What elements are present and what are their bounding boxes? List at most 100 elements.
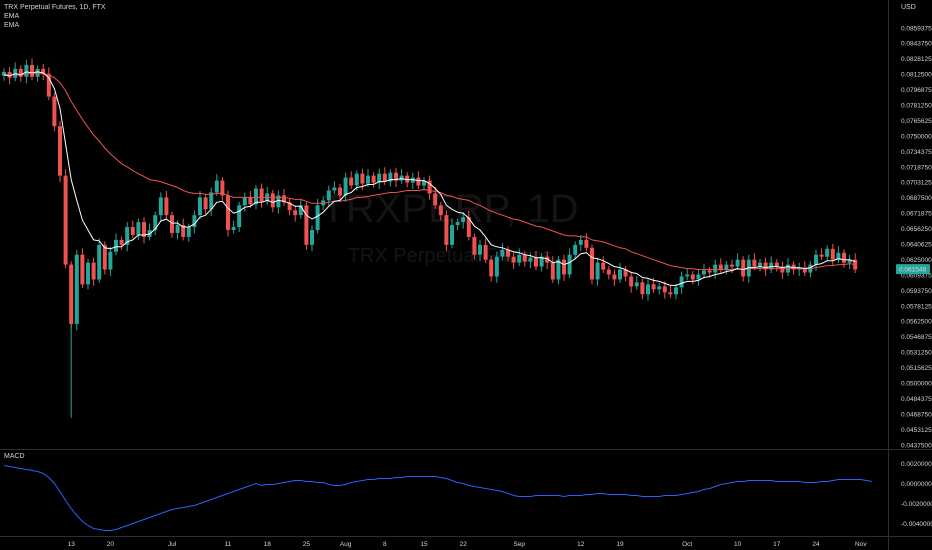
candle-body <box>522 254 527 262</box>
candle-body <box>349 177 354 186</box>
currency-label: USD <box>901 4 916 11</box>
candle-body <box>192 215 197 228</box>
candle-body <box>388 172 393 182</box>
candle-body <box>35 68 40 77</box>
candle-body <box>550 262 555 280</box>
candle-body <box>629 276 634 287</box>
price-axis[interactable]: 0.0859375 0.0843750 0.0828125 0.0812500 0.07… <box>896 25 932 449</box>
candle-body <box>539 256 544 267</box>
candle-body <box>422 180 426 186</box>
candle-body <box>394 172 398 181</box>
candle-body <box>623 269 628 277</box>
price-tick-label: 0.0625000 <box>901 257 932 264</box>
candle-body <box>259 188 264 202</box>
candle-body <box>528 257 533 262</box>
candle-body <box>237 205 242 228</box>
candle-body <box>752 259 757 267</box>
candle-body <box>114 239 118 252</box>
symbol-legend-title[interactable]: TRX Perpetual Futures, 1D, FTX <box>4 4 106 11</box>
candle-body <box>774 262 779 267</box>
time-tick-label: 19 <box>616 541 624 548</box>
price-tick-label: 0.0812500 <box>901 72 932 79</box>
price-tick-label: 0.0828125 <box>901 56 932 63</box>
price-tick-label: 0.0671875 <box>901 211 932 218</box>
price-tick-label: 0.0593750 <box>901 288 932 295</box>
price-tick-label: 0.0703125 <box>901 180 932 187</box>
candle-body <box>41 68 46 74</box>
candle-body <box>382 173 387 182</box>
candle-body <box>276 195 281 208</box>
price-pane[interactable] <box>2 58 858 418</box>
candle-body <box>175 225 180 233</box>
time-tick-label: Jul <box>168 541 177 548</box>
candle-body <box>231 227 236 231</box>
candle-body <box>791 264 796 270</box>
time-tick-label: 25 <box>303 541 311 548</box>
candle-body <box>170 215 174 233</box>
candle-body <box>606 269 611 275</box>
candle-body <box>282 195 286 203</box>
candle-body <box>483 244 488 260</box>
watermark-name: TRX Perpetual Futures <box>348 245 553 267</box>
price-tick-label: 0.0453125 <box>901 427 932 434</box>
time-axis[interactable]: 13 20 Jul 11 18 25 Aug 8 15 22 Sep 12 19 Oct 10 17 24 Nov <box>68 541 868 548</box>
time-tick-label: Sep <box>513 541 525 548</box>
candle-body <box>517 254 522 263</box>
candle-body <box>354 173 359 186</box>
candle-body <box>690 274 695 280</box>
ema-slow-legend[interactable]: EMA <box>4 22 20 29</box>
candle-body <box>668 292 673 295</box>
price-tick-label: 0.0843750 <box>901 41 932 48</box>
candle-body <box>304 205 309 245</box>
candle-body <box>696 274 701 280</box>
candle-body <box>578 239 583 245</box>
candle-body <box>842 252 846 263</box>
candle-body <box>203 197 208 210</box>
macd-legend[interactable]: MACD <box>4 453 25 460</box>
candle-body <box>679 276 684 288</box>
price-tick-label: 0.0796875 <box>901 87 932 94</box>
candle-body <box>287 202 292 211</box>
candle-body <box>416 177 421 186</box>
candle-body <box>298 205 303 216</box>
candle-body <box>646 284 650 295</box>
candle-body <box>366 175 370 184</box>
price-tick-label: 0.0578125 <box>901 303 932 310</box>
candle-body <box>254 188 258 205</box>
candle-body <box>338 187 342 196</box>
candle-body <box>52 96 57 127</box>
ema-slow-line <box>4 73 856 271</box>
candle-body <box>63 175 68 265</box>
macd-pane[interactable] <box>3 465 873 531</box>
candle-body <box>847 259 852 263</box>
candle-body <box>489 259 494 277</box>
candle-body <box>108 251 113 270</box>
price-tick-label: 0.0859375 <box>901 25 932 32</box>
candle-body <box>310 230 314 245</box>
candle-body <box>836 252 841 260</box>
candle-body <box>2 71 6 76</box>
candle-body <box>58 126 62 176</box>
candle-body <box>500 249 505 257</box>
candle-body <box>136 222 141 235</box>
candle-body <box>461 217 466 223</box>
candle-body <box>472 236 477 255</box>
price-tick-label: 0.0656250 <box>901 226 932 233</box>
candle-body <box>91 262 96 280</box>
candle-body <box>707 270 712 273</box>
time-tick-label: 24 <box>812 541 820 548</box>
price-tick-label: 0.0546875 <box>901 334 932 341</box>
time-tick-label: 17 <box>773 541 781 548</box>
candle-body <box>735 259 740 267</box>
candle-body <box>198 197 202 216</box>
candle-body <box>360 173 365 184</box>
candle-body <box>377 173 382 183</box>
macd-axis[interactable]: 0.0020000 0.0000000 -0.0020000 -0.0040000 <box>901 461 932 528</box>
price-tick-label: 0.0531250 <box>901 350 932 357</box>
ema-fast-legend[interactable]: EMA <box>4 13 20 20</box>
price-tick-label: 0.0781250 <box>901 103 932 110</box>
candle-body <box>573 244 578 255</box>
candle-body <box>685 274 690 277</box>
